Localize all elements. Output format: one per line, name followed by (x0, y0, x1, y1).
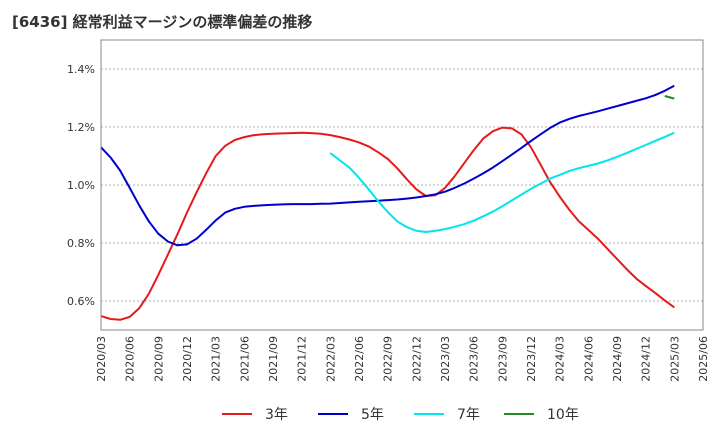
x-tick-label: 2023/12 (525, 336, 538, 382)
plot-frame (100, 39, 704, 331)
x-tick-label: 2021/03 (210, 336, 223, 382)
x-tick-label: 2025/06 (697, 336, 710, 382)
series-line (100, 84, 675, 247)
x-tick-label: 2021/12 (296, 336, 309, 382)
x-tick-label: 2020/03 (95, 336, 108, 382)
legend: 3年 5年 7年 10年 (222, 407, 579, 423)
chart-title: [6436] 経常利益マージンの標準偏差の推移 (12, 13, 313, 31)
grid-lines (101, 68, 703, 302)
legend-label: 3年 (265, 407, 288, 423)
x-tick-label: 2022/12 (410, 336, 423, 382)
x-axis: 2020/03 2020/06 2020/09 2020/12 2021/03 2021/… (95, 336, 710, 382)
series-line (100, 126, 675, 321)
x-tick-label: 2020/09 (152, 336, 165, 382)
x-tick-label: 2024/06 (582, 336, 595, 382)
x-tick-label: 2020/06 (124, 336, 137, 382)
legend-label: 10年 (547, 407, 579, 423)
x-tick-label: 2022/03 (324, 336, 337, 382)
x-tick-label: 2023/06 (468, 336, 481, 382)
y-tick-label: 1.0% (67, 179, 95, 192)
x-tick-label: 2021/09 (267, 336, 280, 382)
x-tick-label: 2023/09 (496, 336, 509, 382)
series-lines (100, 84, 675, 321)
x-tick-label: 2021/06 (238, 336, 251, 382)
x-tick-label: 2024/03 (554, 336, 567, 382)
x-tick-label: 2024/12 (640, 336, 653, 382)
y-tick-label: 1.2% (67, 121, 95, 134)
x-tick-label: 2020/12 (181, 336, 194, 382)
legend-label: 7年 (457, 407, 480, 423)
series-line (329, 131, 675, 233)
y-tick-label: 0.8% (67, 237, 95, 250)
y-tick-label: 0.6% (67, 295, 95, 308)
x-tick-label: 2025/03 (668, 336, 681, 382)
x-tick-label: 2022/09 (382, 336, 395, 382)
legend-label: 5年 (361, 407, 384, 423)
y-tick-label: 1.4% (67, 63, 95, 76)
x-tick-label: 2024/09 (611, 336, 624, 382)
series-line (664, 95, 675, 100)
y-axis: 0.6% 0.8% 1.0% 1.2% 1.4% (67, 63, 95, 308)
x-tick-label: 2022/06 (353, 336, 366, 382)
x-tick-label: 2023/03 (439, 336, 452, 382)
